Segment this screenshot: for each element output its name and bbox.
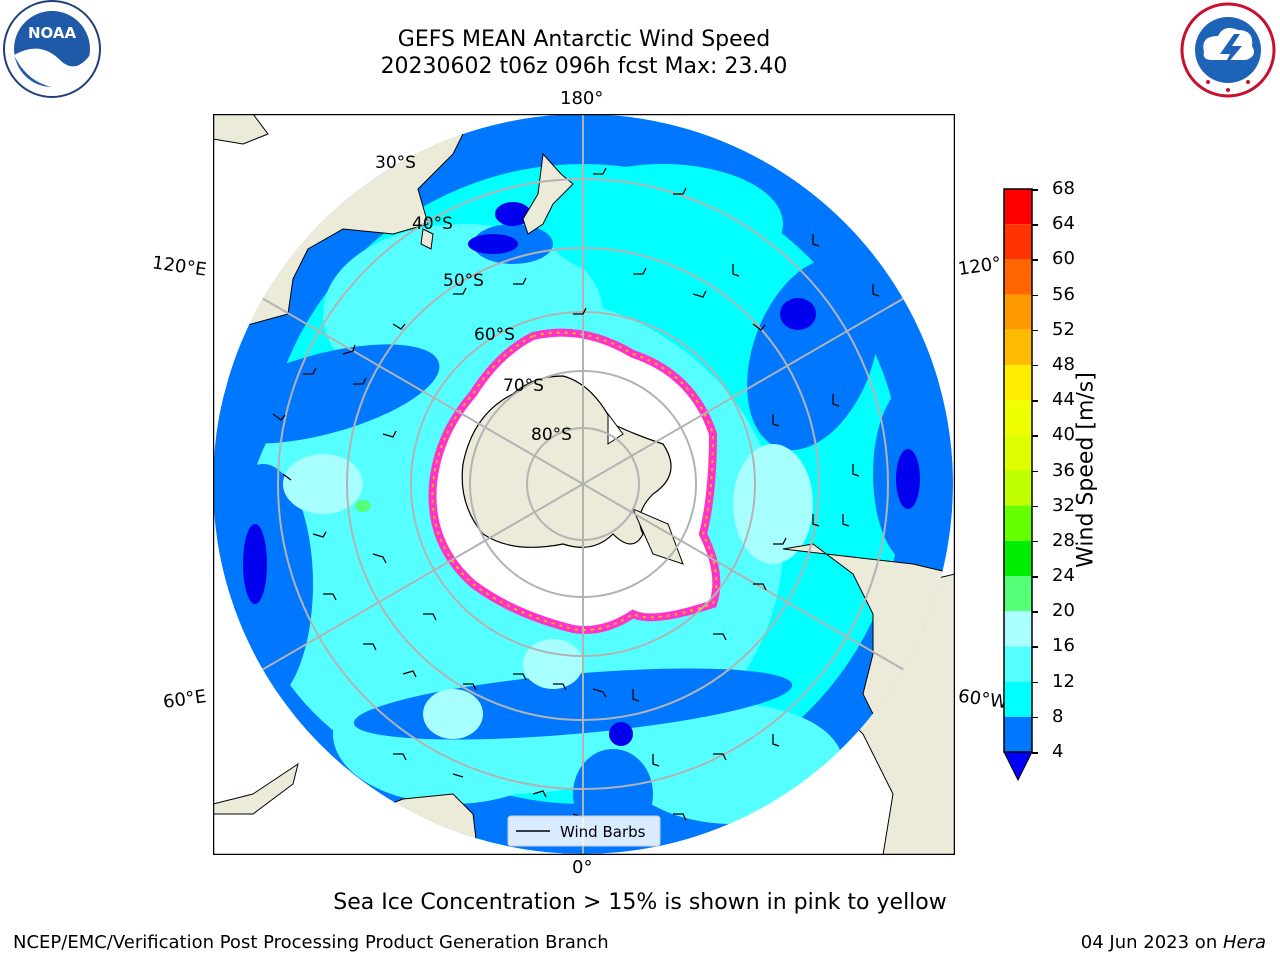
noaa-logo-text: NOAA xyxy=(28,24,77,42)
lat-label-80s: 80°S xyxy=(531,425,572,445)
lon-label-60e: 60°E xyxy=(161,686,208,713)
lat-label-30s: 30°S xyxy=(375,153,416,173)
map-legend: Wind Barbs xyxy=(507,815,661,847)
lat-label-40s: 40°S xyxy=(412,214,453,234)
map-subtitle: 20230602 t06z 096h fcst Max: 23.40 xyxy=(380,54,788,79)
nws-logo xyxy=(1180,2,1276,98)
colorbar-tick-label: 4 xyxy=(1052,741,1064,762)
colorbar-tick-mark xyxy=(1032,540,1038,543)
colorbar-tick-label: 56 xyxy=(1052,283,1075,305)
lat-label-70s: 70°S xyxy=(503,376,544,396)
footer-date: 04 Jun 2023 on Hera xyxy=(1080,932,1266,953)
colorbar-segment xyxy=(1004,224,1032,260)
colorbar-tick-mark xyxy=(1032,329,1038,332)
colorbar-segment xyxy=(1004,576,1032,612)
colorbar-tick-label: 20 xyxy=(1052,600,1075,622)
colorbar-tick-label: 48 xyxy=(1052,353,1075,375)
colorbar-ticks: 68 64 60 56 52 48 44 40 36 32 28 24 20 16 12 8 4 xyxy=(1032,178,1092,770)
map-title: GEFS MEAN Antarctic Wind Speed xyxy=(397,27,771,52)
lon-label-180: 180° xyxy=(560,88,604,109)
colorbar-tick-label: 24 xyxy=(1052,565,1075,587)
colorbar-segment xyxy=(1004,540,1032,577)
colorbar-tick-mark xyxy=(1032,294,1038,297)
colorbar-tick-label: 40 xyxy=(1052,424,1075,446)
colorbar-tick-mark xyxy=(1032,435,1038,437)
colorbar-segment xyxy=(1004,329,1032,365)
lat-label-60s: 60°S xyxy=(474,325,515,345)
noaa-logo: NOAA xyxy=(3,0,101,98)
colorbar-tick-mark xyxy=(1032,752,1038,754)
lat-label-50s: 50°S xyxy=(443,271,484,291)
lon-label-120e: 120°E xyxy=(150,252,208,281)
footer-machine: Hera xyxy=(1222,932,1266,953)
colorbar-tick-label: 12 xyxy=(1052,670,1075,692)
colorbar-tick-mark xyxy=(1032,224,1038,226)
colorbar-tick-label: 64 xyxy=(1052,213,1075,235)
colorbar-tick-label: 68 xyxy=(1052,178,1075,199)
colorbar-tick-mark xyxy=(1032,259,1038,261)
polar-wind-map: 30°S 40°S 50°S 60°S 70°S 80°S Wind Barbs xyxy=(213,114,955,855)
colorbar-tick-mark xyxy=(1032,189,1038,191)
colorbar-segment xyxy=(1004,294,1032,330)
colorbar-tick-label: 60 xyxy=(1052,248,1075,270)
lon-label-120w: 120° xyxy=(956,253,1003,280)
lon-label-0: 0° xyxy=(572,857,593,878)
colorbar-segment xyxy=(1004,611,1032,647)
colorbar-segment xyxy=(1004,716,1032,752)
colorbar-tick-label: 36 xyxy=(1052,459,1075,481)
colorbar-segment xyxy=(1004,435,1032,471)
colorbar-tick-mark xyxy=(1032,364,1038,367)
colorbar-tick-label: 28 xyxy=(1052,529,1075,551)
colorbar-segment xyxy=(1004,681,1032,717)
legend-label: Wind Barbs xyxy=(560,823,646,841)
colorbar-segment xyxy=(1004,470,1032,506)
colorbar-segment xyxy=(1004,189,1032,225)
colorbar-label: Wind Speed [m/s] xyxy=(1073,372,1099,568)
colorbar-tick-mark xyxy=(1032,716,1038,719)
colorbar-tick-label: 32 xyxy=(1052,494,1075,516)
colorbar-segment xyxy=(1004,400,1032,436)
footer-credit: NCEP/EMC/Verification Post Processing Pr… xyxy=(13,932,609,953)
colorbar-tick-mark xyxy=(1032,505,1038,508)
colorbar-tick-label: 44 xyxy=(1052,389,1075,411)
sea-ice-annotation: Sea Ice Concentration > 15% is shown in … xyxy=(333,890,947,915)
colorbar-tick-mark xyxy=(1032,646,1038,648)
colorbar-extend-arrow xyxy=(1003,751,1033,782)
colorbar-tick-label: 16 xyxy=(1052,635,1075,657)
colorbar-segment xyxy=(1004,505,1032,541)
colorbar-tick-mark xyxy=(1032,576,1038,578)
colorbar-tick-mark xyxy=(1032,400,1038,402)
colorbar-tick-mark xyxy=(1032,611,1038,613)
colorbar-segment xyxy=(1004,259,1032,295)
colorbar-tick-mark xyxy=(1032,681,1038,684)
colorbar-tick-label: 52 xyxy=(1052,318,1075,340)
colorbar-segment xyxy=(1004,364,1032,401)
colorbar-tick-mark xyxy=(1032,470,1038,472)
colorbar-segment xyxy=(1004,646,1032,682)
colorbar-tick-label: 8 xyxy=(1052,705,1064,727)
